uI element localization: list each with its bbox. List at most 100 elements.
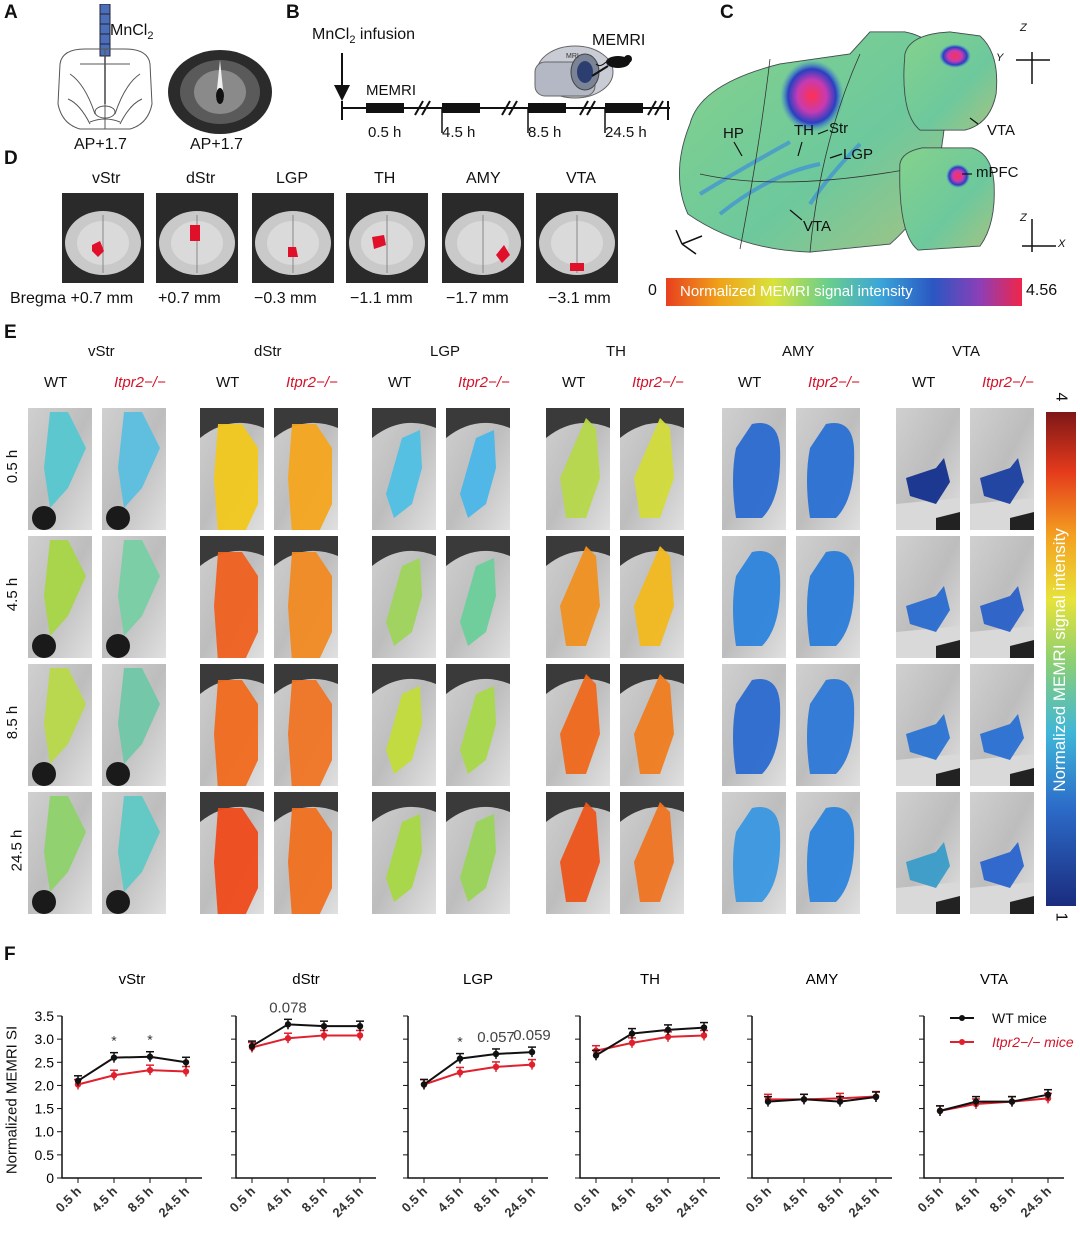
e-tile-th-wt-0	[546, 408, 610, 530]
scan-bar-1	[366, 103, 404, 113]
data-point-wt	[836, 1098, 844, 1105]
x-tick-label: 8.5 h	[471, 1183, 503, 1215]
svg-text:MRI: MRI	[566, 53, 579, 60]
ap-right-label: AP+1.7	[190, 136, 243, 153]
chart-axes	[407, 1016, 548, 1179]
series-line-ko	[768, 1095, 877, 1101]
e-ko-label: Itpr2−/−	[632, 374, 684, 391]
e-tile-th-ko-0	[620, 408, 684, 530]
data-point-wt	[936, 1107, 944, 1115]
y-tick-label: 2.5	[35, 1054, 55, 1070]
e-tile-th-ko-3	[620, 792, 684, 914]
e-tile-vstr-wt-1	[28, 536, 92, 658]
y-tick-label: 2.0	[35, 1077, 55, 1093]
mri-scanner-icon: MRI	[534, 45, 632, 99]
d-region-vstr: vStr	[92, 170, 121, 187]
data-point-ko	[972, 1100, 980, 1108]
e-ko-label: Itpr2−/−	[808, 374, 860, 391]
x-tick-label: 24.5 h	[845, 1183, 882, 1220]
time-label-1: 4.5 h	[442, 124, 476, 141]
annotation: *	[457, 1034, 463, 1050]
annotation: 0.057	[477, 1029, 515, 1046]
d-region-th: TH	[374, 170, 396, 187]
e-tile-vstr-ko-1	[102, 536, 166, 658]
colorbar-min-label: 0	[648, 282, 657, 299]
e-tile-th-wt-3	[546, 792, 610, 914]
d-bregma-2: −0.3 mm	[254, 290, 317, 307]
series-line-wt	[939, 1093, 1049, 1112]
data-point-wt	[1044, 1091, 1052, 1098]
data-point-ko	[700, 1032, 708, 1039]
x-tick-label: 4.5 h	[607, 1183, 639, 1215]
e-time-label-3: 24.5 h	[8, 829, 26, 872]
e-tile-vta-wt-0	[896, 408, 960, 530]
e-wt-label: WT	[738, 374, 762, 391]
axis-z-bottom: Z	[1020, 212, 1027, 224]
e-time-label-1: 4.5 h	[4, 577, 22, 612]
e-tile-amy-ko-3	[796, 792, 860, 914]
data-point-wt	[492, 1050, 500, 1058]
data-point-wt	[420, 1081, 428, 1088]
data-point-ko	[456, 1069, 464, 1076]
axis-z-top: Z	[1020, 22, 1027, 34]
e-tile-vta-wt-3	[896, 792, 960, 914]
data-point-ko	[1044, 1095, 1052, 1102]
axis-y-top: Y	[996, 52, 1004, 64]
panel-b-letter: B	[286, 2, 300, 23]
data-point-wt	[872, 1093, 880, 1101]
d-section-vstr	[62, 193, 144, 283]
colorbar-label: Normalized MEMRI signal intensity	[680, 283, 913, 300]
e-tile-lgp-wt-2	[372, 664, 436, 786]
series-line-wt	[251, 1023, 360, 1047]
y-tick-label: 3.0	[35, 1031, 55, 1047]
e-tile-vstr-wt-0	[28, 408, 92, 530]
e-wt-label: WT	[912, 374, 936, 391]
colorbar-horizontal	[666, 278, 1022, 306]
chart-axes	[235, 1016, 376, 1179]
axis-icon-2	[1022, 219, 1056, 252]
ap-left-label: AP+1.7	[74, 136, 127, 153]
data-point-ko	[872, 1093, 880, 1100]
mri-section-image	[168, 50, 272, 134]
e-wt-label: WT	[44, 374, 68, 391]
e-tile-lgp-wt-1	[372, 536, 436, 658]
data-point-wt	[764, 1098, 772, 1105]
e-tile-lgp-wt-0	[372, 408, 436, 530]
e-tile-amy-wt-3	[722, 792, 786, 914]
data-point-wt	[700, 1024, 708, 1031]
scan-bar-3	[528, 103, 566, 113]
panel-a-figure	[57, 4, 272, 134]
data-point-wt	[972, 1098, 980, 1105]
data-point-ko	[764, 1096, 772, 1103]
axis-icon-3	[675, 229, 703, 255]
chart-axes	[579, 1016, 720, 1179]
3d-brain-render	[675, 31, 1056, 255]
x-tick-label: 8.5 h	[299, 1183, 331, 1215]
e-tile-dstr-ko-3	[274, 792, 338, 914]
e-tile-dstr-wt-2	[200, 664, 264, 786]
x-tick-label: 8.5 h	[987, 1183, 1019, 1215]
e-region-amy: AMY	[782, 343, 815, 360]
data-point-ko	[628, 1039, 636, 1047]
e-time-label-0: 0.5 h	[4, 449, 22, 484]
x-tick-label: 0.5 h	[53, 1183, 85, 1215]
series-line-wt	[423, 1051, 533, 1086]
x-tick-label: 8.5 h	[815, 1183, 847, 1215]
x-tick-label: 0.5 h	[227, 1183, 259, 1215]
data-point-ko	[528, 1061, 536, 1068]
reagent-label: MnCl2	[110, 22, 154, 43]
d-bregma-5: −3.1 mm	[548, 290, 611, 307]
x-tick-label: 0.5 h	[743, 1183, 775, 1215]
c-label-lgp: LGP	[843, 146, 874, 163]
x-tick-label: 4.5 h	[263, 1183, 295, 1215]
panel-e-letter: E	[4, 322, 17, 343]
y-tick-label: 0	[46, 1170, 54, 1186]
data-point-ko	[356, 1032, 364, 1039]
data-point-wt	[110, 1054, 118, 1061]
e-wt-label: WT	[388, 374, 412, 391]
y-tick-label: 1.0	[35, 1124, 55, 1140]
data-point-ko	[936, 1107, 944, 1115]
arrow-down-icon	[334, 53, 350, 101]
x-tick-label: 24.5 h	[673, 1183, 710, 1220]
axis-icon-1	[1016, 52, 1050, 84]
